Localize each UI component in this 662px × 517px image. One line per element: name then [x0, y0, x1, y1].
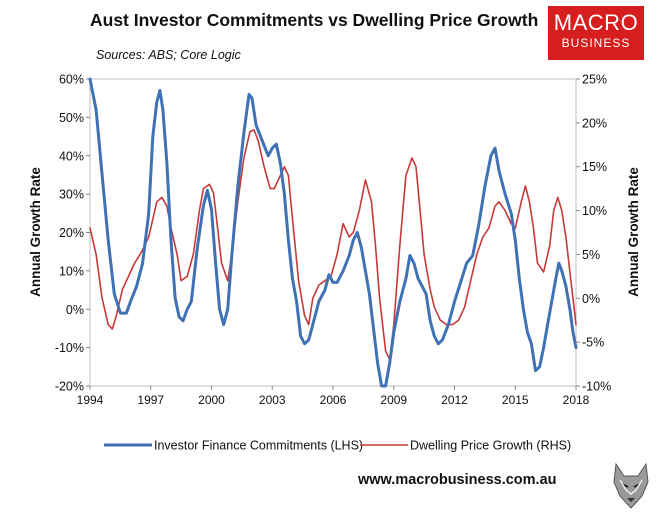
- chart-subtitle: Sources: ABS; Core Logic: [96, 48, 241, 62]
- left-tick-label: 10%: [59, 264, 84, 278]
- legend-label-investor: Investor Finance Commitments (LHS): [154, 439, 363, 453]
- left-tick-label: 0%: [66, 303, 84, 317]
- legend: Investor Finance Commitments (LHS) Dwell…: [104, 439, 571, 453]
- x-tick-label: 2015: [502, 393, 529, 407]
- logo-line1: MACRO: [553, 10, 639, 35]
- x-tick-label: 2003: [259, 393, 286, 407]
- right-tick-label: 5%: [582, 248, 600, 262]
- legend-label-dwelling: Dwelling Price Growth (RHS): [410, 439, 571, 453]
- line-chart: 60% 50% 40% 30% 20% 10% 0% -10% -20% 25% 20% 15% 10…: [28, 73, 641, 453]
- logo-line2: BUSINESS: [561, 36, 631, 50]
- right-tick-label: 20%: [582, 116, 607, 130]
- x-tick-label: 2006: [320, 393, 347, 407]
- left-tick-label: 40%: [59, 149, 84, 163]
- x-tick-label: 1997: [137, 393, 164, 407]
- series-line-investor-finance: [88, 77, 578, 388]
- x-tick-label: 2012: [441, 393, 468, 407]
- right-tick-label: 15%: [582, 160, 607, 174]
- right-tick-label: 0%: [582, 292, 600, 306]
- x-tick-label: 2018: [563, 393, 590, 407]
- right-tick-label: -10%: [582, 380, 611, 394]
- right-tick-label: -5%: [582, 336, 604, 350]
- left-tick-label: 50%: [59, 111, 84, 125]
- chart-title: Aust Investor Commitments vs Dwelling Pr…: [90, 10, 539, 30]
- brand-logo: MACRO BUSINESS: [548, 6, 644, 60]
- left-axis-label: Annual Growth Rate: [28, 167, 43, 297]
- x-tick-label: 2000: [198, 393, 225, 407]
- series-line-dwelling-price: [89, 129, 577, 361]
- wolf-icon: [613, 462, 649, 509]
- left-tick-label: 60%: [59, 73, 84, 87]
- left-tick-label: -20%: [55, 380, 84, 394]
- right-tick-label: 10%: [582, 204, 607, 218]
- left-tick-label: 20%: [59, 226, 84, 240]
- website-url: www.macrobusiness.com.au: [358, 472, 557, 488]
- right-tick-label: 25%: [582, 73, 607, 87]
- left-tick-label: 30%: [59, 188, 84, 202]
- x-tick-label: 1994: [77, 393, 104, 407]
- x-tick-label: 2009: [380, 393, 407, 407]
- left-tick-label: -10%: [55, 341, 84, 355]
- right-axis-label: Annual Growth Rate: [626, 167, 641, 297]
